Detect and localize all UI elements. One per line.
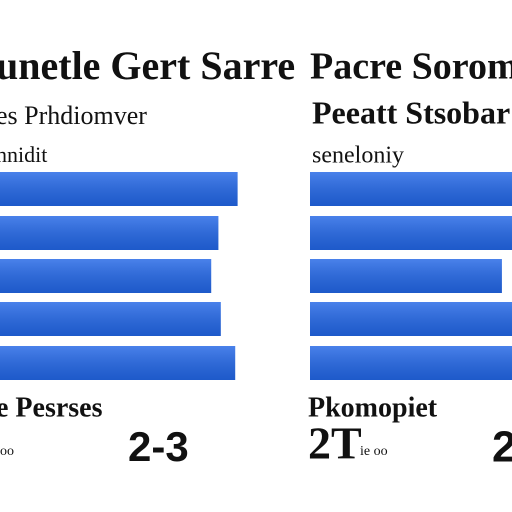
annotation: 2T: [308, 418, 362, 469]
annotation: e Pesrses: [0, 392, 103, 423]
chart-subtitle: es Prhdiomver: [0, 101, 147, 130]
axis-label: seneloniy: [312, 143, 404, 169]
bar-shade: [0, 216, 219, 250]
chart-title: unetle Gert Sarre: [0, 43, 295, 88]
bar-shade: [0, 172, 238, 206]
annotation: 2: [492, 423, 512, 472]
bar-shade: [310, 172, 512, 206]
annotation: Pkomopiet: [308, 392, 438, 423]
bar-shade: [310, 259, 502, 293]
annotation: 2-3: [128, 423, 189, 470]
chart-title: Pacre Soromr: [310, 46, 512, 88]
bar-shade: [310, 346, 512, 380]
bar-shade: [0, 346, 236, 380]
axis-label: nnidit: [0, 142, 47, 167]
bar-shade: [0, 259, 212, 293]
chart-subtitle: Peeatt Stsobar: [312, 94, 510, 130]
annotation: ie oo: [360, 444, 388, 459]
bar-shade: [310, 302, 512, 336]
annotation: oo: [0, 444, 14, 459]
bar-shade: [310, 216, 512, 250]
bar-shade: [0, 302, 221, 336]
